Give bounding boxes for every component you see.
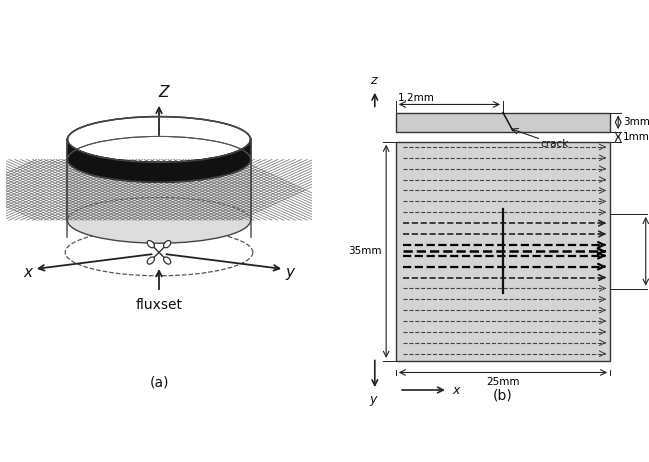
Polygon shape bbox=[67, 140, 251, 182]
Text: x: x bbox=[23, 265, 32, 280]
Text: 25mm: 25mm bbox=[486, 377, 520, 387]
Text: z: z bbox=[370, 73, 376, 86]
FancyBboxPatch shape bbox=[396, 142, 610, 361]
Text: (b): (b) bbox=[493, 389, 513, 403]
Text: 1mm: 1mm bbox=[623, 132, 649, 142]
Ellipse shape bbox=[164, 241, 171, 248]
Text: crack: crack bbox=[540, 139, 569, 149]
Ellipse shape bbox=[147, 257, 154, 264]
Text: y: y bbox=[286, 265, 295, 280]
Text: fluxset: fluxset bbox=[136, 298, 182, 312]
Polygon shape bbox=[67, 116, 251, 140]
Text: Z: Z bbox=[158, 85, 169, 100]
Ellipse shape bbox=[147, 241, 154, 248]
FancyBboxPatch shape bbox=[396, 113, 610, 132]
Text: y: y bbox=[369, 393, 377, 406]
Ellipse shape bbox=[164, 257, 171, 264]
Text: 3mm: 3mm bbox=[623, 117, 649, 128]
Polygon shape bbox=[67, 116, 251, 140]
Polygon shape bbox=[67, 159, 251, 243]
Text: 1.2mm: 1.2mm bbox=[397, 93, 434, 103]
Text: 35mm: 35mm bbox=[348, 246, 382, 256]
Text: (a): (a) bbox=[149, 376, 169, 389]
Text: x: x bbox=[453, 383, 460, 396]
